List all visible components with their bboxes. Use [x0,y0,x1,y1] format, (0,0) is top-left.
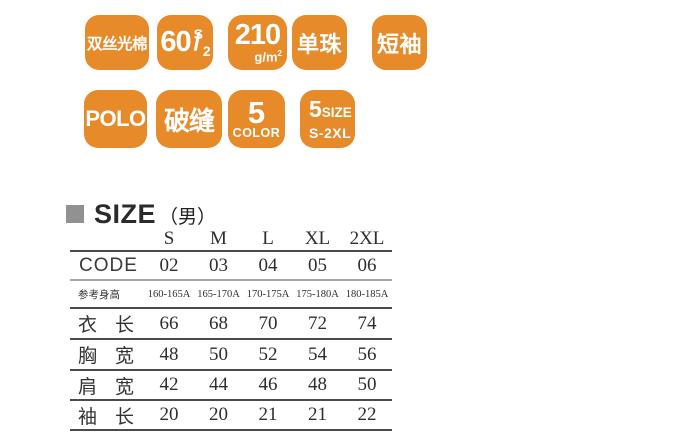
sleeve-cell: 22 [342,400,392,431]
shoulder-cell: 48 [293,370,342,401]
code-cell: 02 [144,251,194,281]
code-cell: 05 [293,251,342,281]
table-row-reference-height: 参考身高 160-165A 165-170A 170-175A 175-180A… [70,280,392,309]
height-cell: 175-180A [293,280,342,309]
sleeve-cell: 20 [144,400,194,431]
height-cell: 165-170A [194,280,243,309]
badge-sleeve-type-label: 短袖 [376,31,422,57]
size-section-heading: SIZE （男） [66,199,217,229]
badge-yarn-count: 60 S / 2 [157,15,213,70]
row-label-sleeve-length: 袖长 [70,400,144,431]
shoulder-cell: 42 [144,370,194,401]
col-header-s: S [144,228,194,252]
color-count-value: 5 [247,94,266,130]
col-header-l: L [243,228,293,252]
yarn-count-fraction: S / 2 [191,25,212,61]
badge-collar-style: POLO [84,90,147,148]
row-label-code: CODE [70,251,144,281]
color-count-label: COLOR [232,125,281,140]
col-header-m: M [194,228,243,252]
chest-cell: 48 [144,339,194,371]
height-cell: 170-175A [243,280,293,309]
code-cell: 03 [194,251,243,281]
badge-seam-type-label: 破缝 [163,105,215,136]
badge-knit-type-label: 单珠 [296,31,342,57]
badge-fabric-weight: 210 g/m2 [228,15,287,70]
col-header-2xl: 2XL [342,228,392,252]
chest-cell: 52 [243,339,293,371]
badge-fabric-label: 双丝光棉 [86,35,148,53]
yarn-count-sup: S [193,25,203,42]
fabric-weight-unit-sup: 2 [277,48,282,58]
size-word: SIZE [321,105,352,120]
length-cell: 72 [293,308,342,340]
badge-size-range: 5SIZE S-2XL [300,90,355,148]
badge-color-count: 5 COLOR [228,90,285,148]
fabric-weight-value: 210 [234,18,281,51]
yarn-count-slash: / [193,27,201,56]
size-range-line2: S-2XL [309,125,352,141]
chest-cell: 56 [342,339,392,371]
length-cell: 66 [144,308,194,340]
height-cell: 160-165A [144,280,194,309]
sleeve-cell: 20 [194,400,243,431]
col-header-xl: XL [293,228,342,252]
yarn-count-sub: 2 [202,42,211,59]
table-header-empty [70,228,144,252]
height-cell: 180-185A [342,280,392,309]
chest-cell: 50 [194,339,243,371]
badge-yarn-count-text: 60 S / 2 [158,25,211,61]
table-row-garment-length: 衣长 66 68 70 72 74 [70,308,392,340]
size-chart-table: S M L XL 2XL CODE 02 03 04 05 06 参考身高 16… [70,228,392,431]
size-count: 5 [309,96,322,122]
code-cell: 06 [342,251,392,281]
yarn-count-main: 60 [160,26,191,58]
code-cell: 04 [243,251,293,281]
size-heading-gender: （男） [159,206,217,228]
size-heading-title: SIZE [94,198,157,229]
table-row-chest-width: 胸宽 48 50 52 54 56 [70,339,392,371]
row-label-shoulder-width: 肩宽 [70,370,144,401]
table-row-shoulder-width: 肩宽 42 44 46 48 50 [70,370,392,401]
badge-sleeve-type: 短袖 [372,15,427,70]
shoulder-cell: 50 [342,370,392,401]
row-label-garment-length: 衣长 [70,308,144,340]
table-row-code: CODE 02 03 04 05 06 [70,251,392,281]
badge-fabric: 双丝光棉 [85,15,149,70]
fabric-weight-unit-text: g/m [254,49,278,65]
shoulder-cell: 44 [194,370,243,401]
size-range-line1: 5SIZE [309,97,352,125]
sleeve-cell: 21 [243,400,293,431]
row-label-reference-height: 参考身高 [70,280,144,309]
chest-cell: 54 [293,339,342,371]
length-cell: 70 [243,308,293,340]
table-header-row: S M L XL 2XL [70,228,392,252]
row-label-chest-width: 胸宽 [70,339,144,371]
length-cell: 74 [342,308,392,340]
badge-knit-type: 单珠 [292,15,347,70]
badge-size-range-text: 5SIZE S-2XL [300,97,355,141]
badge-seam-type: 破缝 [156,90,222,148]
badge-collar-style-label: POLO [85,106,146,131]
square-bullet-icon [66,205,84,223]
sleeve-cell: 21 [293,400,342,431]
table-row-sleeve-length: 袖长 20 20 21 21 22 [70,400,392,431]
shoulder-cell: 46 [243,370,293,401]
fabric-weight-unit: g/m2 [254,48,282,63]
length-cell: 68 [194,308,243,340]
